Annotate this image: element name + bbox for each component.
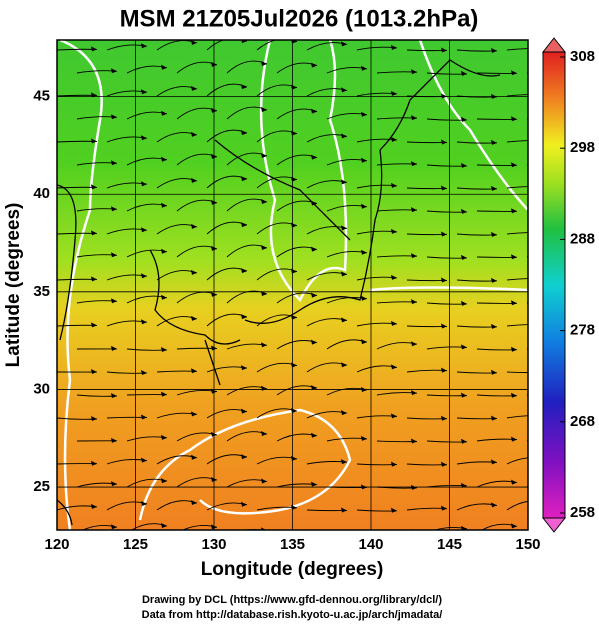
x-tick-label: 125 <box>123 536 148 553</box>
y-tick-label: 25 <box>33 478 50 495</box>
map-field <box>57 38 567 536</box>
streamline-arrow <box>311 530 317 535</box>
colorbar-max-arrow <box>543 38 565 52</box>
streamline <box>527 524 567 533</box>
credit-line: Drawing by DCL (https://www.gfd-dennou.o… <box>142 594 442 606</box>
x-tick-label: 120 <box>44 536 69 553</box>
colorbar-tick-label: 288 <box>570 230 595 247</box>
colorbar-tick-label: 298 <box>570 139 595 156</box>
x-tick-label: 150 <box>515 536 540 553</box>
x-axis-label: Longitude (degrees) <box>201 559 384 580</box>
streamline <box>377 532 417 533</box>
map-title: MSM 21Z05Jul2026 (1013.2hPa) <box>120 5 479 32</box>
colorbar-tick-label: 308 <box>570 48 595 65</box>
streamline <box>327 533 367 534</box>
x-tick-label: 135 <box>280 536 305 553</box>
colorbar-tick-label: 258 <box>570 504 595 521</box>
colorbar-tick-label: 278 <box>570 322 595 339</box>
colorbar-tick-label: 268 <box>570 413 595 430</box>
y-tick-label: 30 <box>33 380 50 397</box>
y-tick-label: 45 <box>33 88 50 105</box>
colorbar-min-arrow <box>543 518 565 532</box>
y-tick-label: 35 <box>33 283 50 300</box>
streamline-arrow <box>561 523 567 528</box>
x-tick-label: 130 <box>201 536 226 553</box>
x-tick-label: 145 <box>437 536 462 553</box>
colorbar <box>543 52 565 518</box>
y-tick-label: 40 <box>33 185 50 202</box>
x-tick-label: 140 <box>358 536 383 553</box>
credit-line: Data from http://database.rish.kyoto-u.a… <box>142 609 443 621</box>
y-axis-label: Latitude (degrees) <box>3 203 24 368</box>
